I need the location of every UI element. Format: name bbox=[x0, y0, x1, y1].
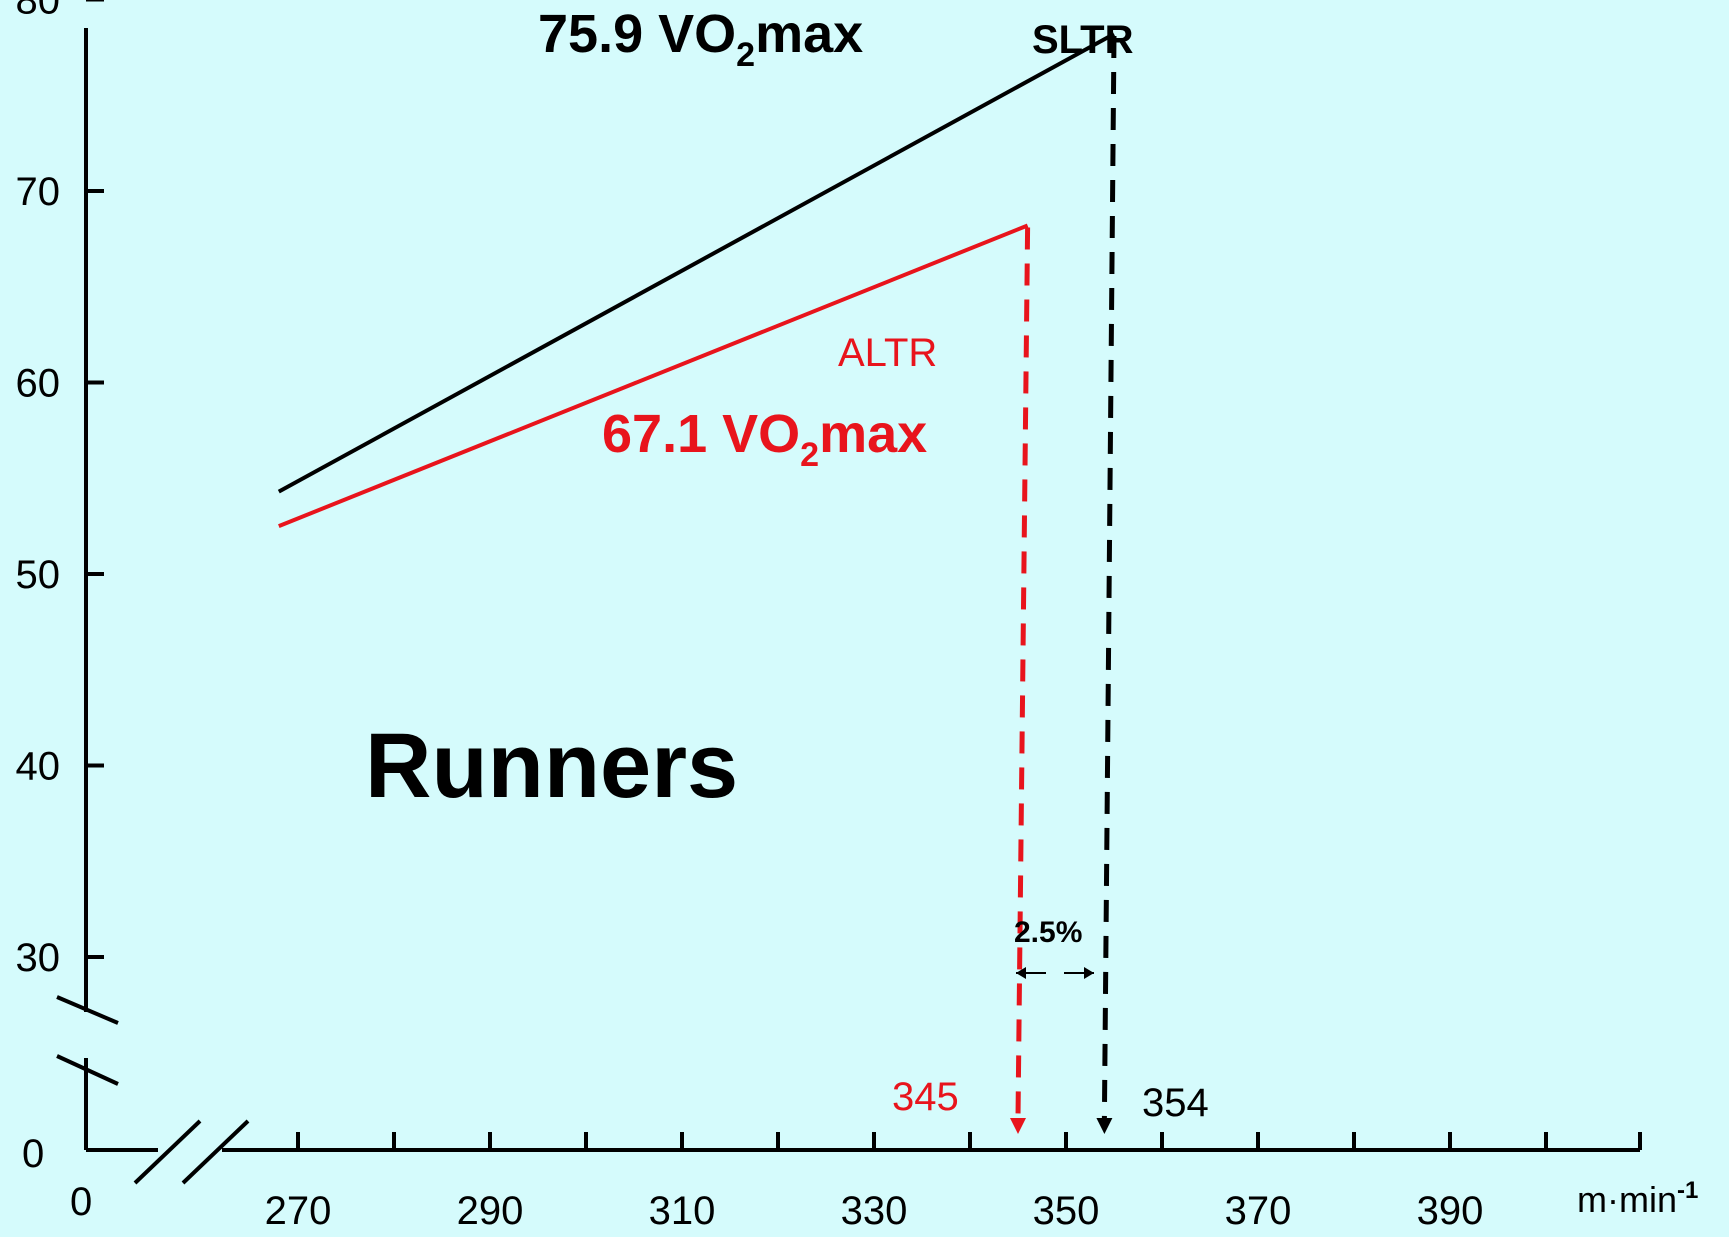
altr-legend-label: ALTR bbox=[838, 331, 937, 375]
x-tick-label: 330 bbox=[841, 1189, 908, 1232]
x-axis-break-mark bbox=[181, 1119, 250, 1185]
altr-line bbox=[278, 223, 1029, 528]
sltr-end-speed-label: 354 bbox=[1142, 1081, 1209, 1125]
x-tick-label: 310 bbox=[649, 1189, 716, 1232]
y-tick-label: 80 bbox=[16, 0, 61, 23]
y-axis-break-mark bbox=[56, 995, 119, 1025]
altr-drop-arrowhead bbox=[1010, 1118, 1026, 1134]
y-tick-label: 30 bbox=[16, 936, 61, 980]
x-tick-label: 370 bbox=[1225, 1189, 1292, 1232]
y-tick-label: 60 bbox=[16, 362, 61, 406]
x-tick-label: 390 bbox=[1417, 1189, 1484, 1232]
y-tick-label: 40 bbox=[16, 745, 61, 789]
sltr-legend-label: SLTR bbox=[1032, 18, 1134, 62]
labels: Runners SLTR 75.9 VO2max ALTR 67.1 VO2ma… bbox=[22, 4, 1698, 1224]
x-tick-label: 290 bbox=[457, 1189, 524, 1232]
x-unit-label: m·min-1 bbox=[1577, 1177, 1698, 1220]
sltr-drop-arrowhead bbox=[1096, 1118, 1113, 1134]
difference-arrowhead-left bbox=[1016, 967, 1026, 979]
x-zero-label: 0 bbox=[70, 1180, 92, 1224]
difference-annotation: 2.5% bbox=[1014, 916, 1082, 949]
y-zero-label: 0 bbox=[22, 1132, 44, 1176]
x-axis-break-mark bbox=[133, 1119, 202, 1185]
sltr-drop-line bbox=[1101, 35, 1117, 1119]
difference-arrowhead-right bbox=[1084, 967, 1094, 979]
x-tick-label: 270 bbox=[265, 1189, 332, 1232]
altr-vo2max-label: 67.1 VO2max bbox=[602, 404, 927, 474]
y-tick-label: 70 bbox=[16, 170, 61, 214]
axes: 30 40 50 60 70 80 270 290 310 330 350 370 390 bbox=[16, 0, 1642, 1233]
altr-drop-line bbox=[1015, 227, 1031, 1119]
sltr-line bbox=[277, 32, 1115, 494]
x-tick-label: 350 bbox=[1033, 1189, 1100, 1232]
altr-end-speed-label: 345 bbox=[892, 1075, 959, 1119]
sltr-vo2max-label: 75.9 VO2max bbox=[538, 4, 863, 74]
y-axis-break-mark bbox=[56, 1054, 119, 1086]
y-tick-label: 50 bbox=[16, 553, 61, 597]
chart-title: Runners bbox=[365, 715, 738, 817]
data-marks bbox=[277, 32, 1117, 1134]
